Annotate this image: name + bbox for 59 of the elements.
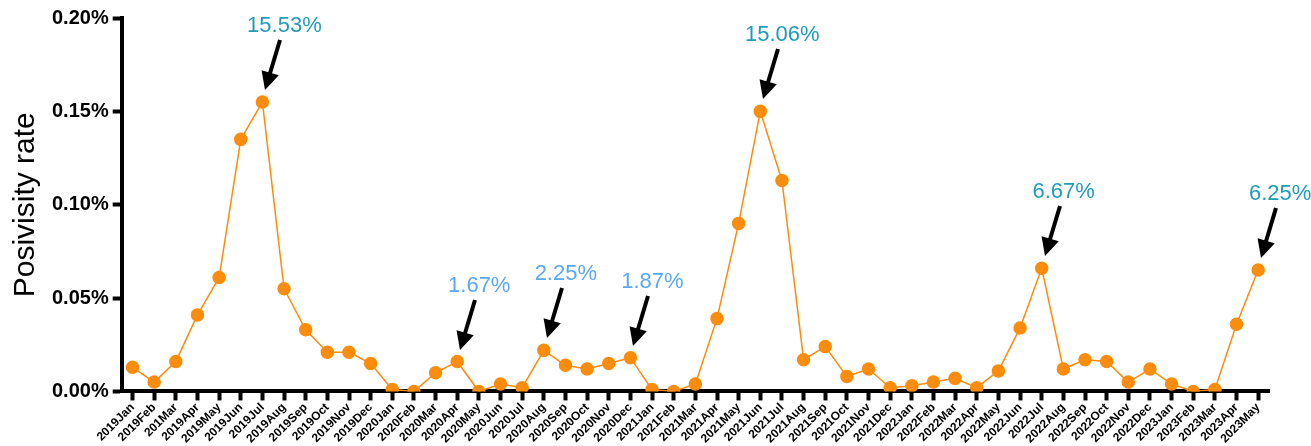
y-tick-label: 0.00% bbox=[51, 378, 109, 401]
point bbox=[1034, 261, 1049, 275]
annotation: 2.25% bbox=[534, 260, 598, 286]
point bbox=[212, 270, 226, 285]
point bbox=[1229, 317, 1244, 331]
point bbox=[948, 371, 962, 386]
point bbox=[537, 343, 551, 358]
annotation: 1.67% bbox=[448, 271, 511, 297]
point bbox=[775, 173, 789, 188]
point bbox=[493, 377, 508, 391]
point bbox=[1143, 362, 1157, 376]
y-tick-label: 0.10% bbox=[51, 192, 109, 215]
point bbox=[753, 104, 768, 119]
point bbox=[731, 216, 746, 231]
annotation: 6.67% bbox=[1032, 178, 1095, 204]
point bbox=[580, 362, 594, 376]
point bbox=[190, 308, 205, 322]
point bbox=[428, 366, 443, 380]
point bbox=[1078, 352, 1092, 367]
point bbox=[147, 375, 161, 389]
y-tick-label: 0.05% bbox=[51, 285, 109, 308]
point bbox=[1121, 375, 1136, 389]
point bbox=[883, 380, 897, 392]
point bbox=[1013, 321, 1027, 335]
point bbox=[688, 377, 703, 391]
point bbox=[169, 354, 183, 369]
annotation: 6.25% bbox=[1248, 180, 1311, 206]
point bbox=[255, 95, 270, 109]
point bbox=[342, 345, 356, 359]
point bbox=[363, 356, 378, 371]
point bbox=[1251, 263, 1265, 277]
point bbox=[298, 323, 313, 337]
annotation: 15.06% bbox=[744, 21, 820, 47]
point bbox=[277, 281, 291, 296]
point bbox=[796, 352, 811, 367]
point bbox=[1099, 354, 1114, 369]
point bbox=[602, 356, 616, 371]
point bbox=[234, 132, 248, 147]
point bbox=[710, 311, 724, 326]
point bbox=[125, 360, 140, 374]
point bbox=[905, 379, 919, 392]
point bbox=[450, 354, 464, 369]
point bbox=[320, 345, 335, 359]
point bbox=[1056, 362, 1071, 376]
point bbox=[840, 369, 854, 384]
point bbox=[861, 362, 876, 376]
point bbox=[991, 364, 1006, 378]
y-tick-label: 0.15% bbox=[51, 98, 109, 121]
point bbox=[515, 380, 529, 392]
y-axis-title: Posivisity rate bbox=[7, 112, 41, 298]
point bbox=[558, 358, 573, 373]
y-tick-label: 0.20% bbox=[51, 5, 109, 28]
point bbox=[926, 375, 941, 389]
annotation: 15.53% bbox=[247, 12, 322, 38]
point bbox=[818, 339, 832, 354]
point bbox=[970, 380, 984, 392]
annotation: 1.87% bbox=[621, 267, 684, 293]
point bbox=[623, 351, 638, 365]
point bbox=[1164, 377, 1179, 391]
